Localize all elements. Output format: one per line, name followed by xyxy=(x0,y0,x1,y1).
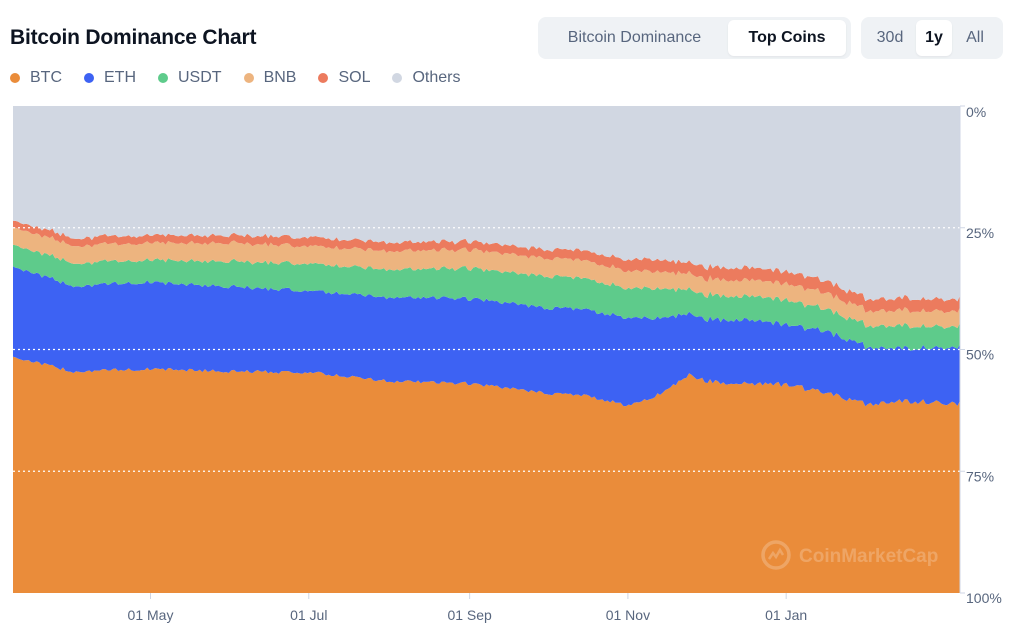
tab-top-coins[interactable]: Top Coins xyxy=(728,20,846,56)
x-tick-label: 01 Nov xyxy=(606,607,650,623)
legend-dot xyxy=(158,73,168,83)
range-toggle: 30d 1y All xyxy=(861,17,1003,59)
legend-item-eth[interactable]: ETH xyxy=(84,69,136,87)
area-sol[interactable] xyxy=(13,220,960,314)
stacked-area-chart[interactable]: CoinMarketCap 0% 25% 50% 75% 100% 01 May 01 J… xyxy=(0,96,1024,631)
legend-label: SOL xyxy=(338,69,371,86)
area-eth[interactable] xyxy=(13,266,960,407)
page-title: Bitcoin Dominance Chart xyxy=(10,26,257,49)
coinmarketcap-logo-mark xyxy=(767,547,785,560)
area-others[interactable] xyxy=(13,106,960,302)
x-tick-label: 01 Jan xyxy=(765,607,807,623)
range-1y-button[interactable]: 1y xyxy=(916,20,952,56)
x-axis: 01 May 01 Jul 01 Sep 01 Nov 01 Jan xyxy=(128,593,807,623)
x-tick-label: 01 Sep xyxy=(447,607,492,623)
area-series-group xyxy=(13,106,960,593)
legend-item-btc[interactable]: BTC xyxy=(10,69,62,87)
area-usdt[interactable] xyxy=(13,244,960,351)
legend-label: BTC xyxy=(30,69,62,86)
legend-dot xyxy=(10,73,20,83)
legend-dot xyxy=(243,73,254,83)
watermark-text: CoinMarketCap xyxy=(799,546,938,567)
legend-dot xyxy=(392,73,403,83)
tab-bitcoin-dominance[interactable]: Bitcoin Dominance xyxy=(567,29,702,46)
legend-label: ETH xyxy=(104,69,136,86)
area-btc[interactable] xyxy=(13,356,960,593)
legend-dot xyxy=(318,73,329,83)
y-tick-label: 75% xyxy=(966,468,994,484)
watermark: CoinMarketCap xyxy=(761,540,938,570)
chart-legend: BTC ETH USDT BNB SOL Others xyxy=(10,68,483,88)
legend-label: BNB xyxy=(263,69,297,86)
legend-label: Others xyxy=(412,69,461,86)
x-tick-label: 01 Jul xyxy=(290,607,327,623)
legend-label: USDT xyxy=(178,69,222,86)
y-tick-label: 100% xyxy=(966,590,1002,606)
x-tick-label: 01 May xyxy=(128,607,174,623)
y-tick-label: 0% xyxy=(966,104,986,120)
legend-item-usdt[interactable]: USDT xyxy=(158,69,222,87)
coinmarketcap-logo-icon xyxy=(761,540,791,570)
y-axis: 0% 25% 50% 75% 100% xyxy=(959,104,1002,606)
view-toggle: Bitcoin Dominance Top Coins xyxy=(538,17,851,59)
legend-item-bnb[interactable]: BNB xyxy=(243,69,297,87)
y-tick-label: 50% xyxy=(966,347,994,363)
range-30d-button[interactable]: 30d xyxy=(876,29,904,46)
legend-item-others[interactable]: Others xyxy=(392,69,461,87)
range-all-button[interactable]: All xyxy=(966,29,984,46)
legend-item-sol[interactable]: SOL xyxy=(318,69,370,87)
legend-dot xyxy=(84,73,94,83)
area-bnb[interactable] xyxy=(13,227,960,329)
y-tick-label: 25% xyxy=(966,225,994,241)
